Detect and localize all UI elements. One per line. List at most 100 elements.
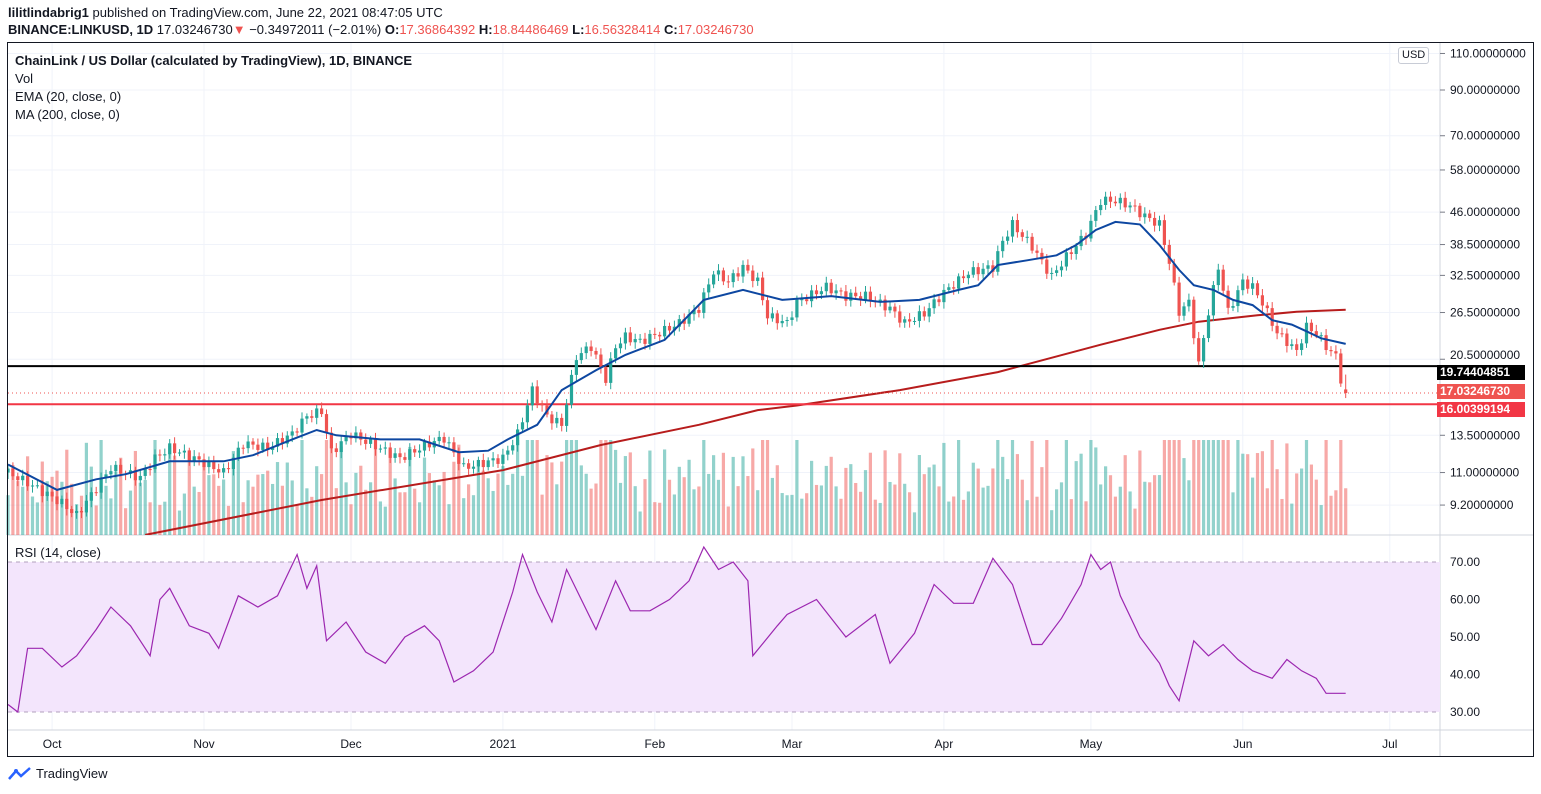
volume-bar <box>609 440 613 535</box>
volume-bar <box>1187 480 1191 535</box>
candle-body <box>599 354 603 368</box>
candle-body <box>1104 196 1108 205</box>
candle-body <box>981 268 985 275</box>
volume-bar <box>1084 501 1088 535</box>
volume-bar <box>84 442 88 535</box>
candle-body <box>1123 197 1127 208</box>
candle-body <box>805 299 809 302</box>
volume-bar <box>854 482 858 535</box>
volume-bar <box>486 478 490 535</box>
candle-body <box>496 458 500 464</box>
chart-frame <box>7 42 1534 757</box>
open-value: 17.36864392 <box>399 22 476 37</box>
candle-body <box>256 444 260 450</box>
candle-body <box>589 346 593 351</box>
volume-bar <box>589 488 593 535</box>
low-value: 16.56328414 <box>584 22 661 37</box>
volume-bar <box>687 459 691 535</box>
volume-bar <box>393 478 397 535</box>
ema20-line <box>7 220 1346 491</box>
volume-bar <box>1275 469 1279 535</box>
volume-bar <box>986 485 990 535</box>
volume-bar <box>643 479 647 535</box>
volume-bar <box>413 488 417 535</box>
candle-body <box>516 429 520 446</box>
volume-bar <box>1216 440 1220 535</box>
candle-body <box>1157 220 1162 226</box>
candle-body <box>403 457 407 460</box>
publish-info: lilitlindabrig1 published on TradingView… <box>8 5 443 20</box>
volume-bar <box>339 446 343 535</box>
volume-bar <box>295 504 299 535</box>
volume-bar <box>354 472 358 535</box>
volume-bar <box>800 498 804 535</box>
candle-body <box>290 431 294 436</box>
candle-body <box>45 491 49 497</box>
candle-body <box>40 485 44 497</box>
candle-body <box>697 310 701 313</box>
candle-body <box>1094 210 1098 221</box>
candle-body <box>364 439 368 444</box>
volume-bar <box>569 440 574 535</box>
candle-body <box>574 360 578 375</box>
candle-body <box>1089 220 1093 239</box>
candle-body <box>1153 217 1157 226</box>
candle-body <box>393 453 397 458</box>
candle-body <box>501 454 505 464</box>
volume-bar <box>1128 491 1132 535</box>
legend-ma[interactable]: MA (200, close, 0) <box>15 107 120 122</box>
volume-bar <box>1045 440 1049 535</box>
volume-bar <box>202 461 206 535</box>
candle-body <box>398 453 402 458</box>
volume-bar <box>1206 440 1211 535</box>
candle-body <box>202 459 206 468</box>
volume-bar <box>462 498 466 535</box>
candle-body <box>903 319 907 323</box>
legend-rsi[interactable]: RSI (14, close) <box>15 545 101 560</box>
candle-body <box>1055 270 1059 273</box>
volume-bar <box>868 452 872 535</box>
candle-body <box>1133 205 1137 207</box>
candle-body <box>226 468 231 470</box>
volume-bar <box>511 473 515 535</box>
volume-bar <box>790 494 794 535</box>
currency-badge[interactable]: USD <box>1398 47 1430 64</box>
symbol: BINANCE:LINKUSD, 1D <box>8 22 154 37</box>
volume-bar <box>996 440 1000 535</box>
brand-name: TradingView <box>36 766 108 781</box>
candle-body <box>716 270 721 275</box>
candle-body <box>1099 204 1103 211</box>
legend-ema[interactable]: EMA (20, close, 0) <box>15 89 122 104</box>
volume-bar <box>1094 447 1098 535</box>
volume-bar <box>1050 510 1054 535</box>
volume-bar <box>1133 508 1137 535</box>
volume-bar <box>506 484 510 535</box>
volume-bar <box>197 491 201 535</box>
legend-vol[interactable]: Vol <box>15 71 34 86</box>
candle-body <box>648 333 652 344</box>
volume-bar <box>898 453 902 535</box>
candle-body <box>584 346 588 354</box>
volume-bar <box>971 462 975 535</box>
volume-bar <box>565 440 569 535</box>
volume-bar <box>805 493 809 535</box>
volume-bar <box>878 502 882 535</box>
candle-body <box>413 449 417 453</box>
candle-body <box>60 498 64 505</box>
volume-bar <box>324 440 329 535</box>
candle-body <box>300 418 304 433</box>
volume-bar <box>1300 468 1304 535</box>
candle-body <box>1192 299 1196 339</box>
candle-body <box>310 416 314 418</box>
tradingview-logo[interactable]: TradingView <box>8 766 108 781</box>
volume-bar <box>1270 440 1274 535</box>
volume-bar <box>770 477 774 535</box>
candle-body <box>912 320 917 322</box>
volume-bar <box>119 457 123 535</box>
volume-bar <box>457 444 461 535</box>
volume-bar <box>1074 461 1078 535</box>
candle-body <box>378 448 382 450</box>
candle-body <box>952 287 956 289</box>
time-tick-label: Jun <box>1233 737 1252 751</box>
